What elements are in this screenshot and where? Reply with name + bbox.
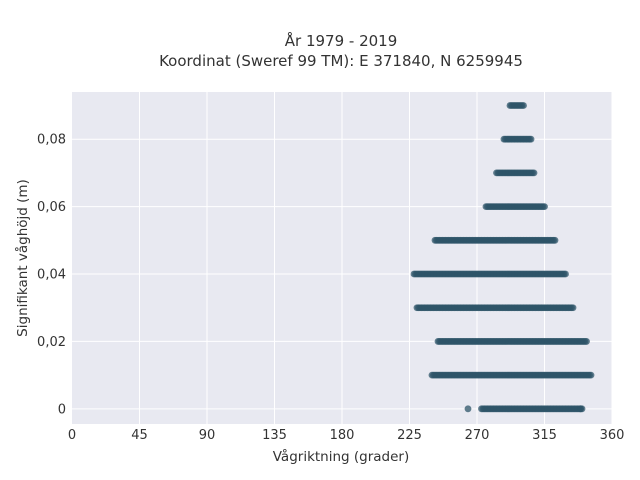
- data-point: [527, 135, 535, 143]
- data-point: [562, 270, 569, 278]
- data-point: [587, 371, 595, 379]
- x-tick-label: 270: [465, 428, 490, 443]
- data-points: [410, 102, 595, 413]
- y-axis-label: Signifikant våghöjd (m): [14, 179, 31, 337]
- x-tick-label: 315: [532, 428, 557, 443]
- data-point: [551, 236, 559, 244]
- y-tick-label: 0,04: [37, 268, 66, 283]
- x-tick-label: 360: [600, 428, 625, 443]
- x-tick-label: 180: [330, 428, 355, 443]
- x-tick-label: 135: [262, 428, 287, 443]
- data-point: [464, 405, 472, 413]
- data-point: [569, 304, 577, 312]
- x-tick-label: 0: [68, 428, 76, 443]
- x-tick-label: 225: [397, 428, 422, 443]
- y-tick-label: 0: [58, 402, 66, 417]
- chart-title-line2: Koordinat (Sweref 99 TM): E 371840, N 62…: [159, 52, 523, 70]
- x-axis-ticks: 0 45 90 135 180 225 270 315 360: [68, 428, 625, 443]
- chart-title-line1: År 1979 - 2019: [285, 31, 398, 50]
- data-point: [520, 102, 527, 109]
- y-axis-ticks: 0 0,02 0,04 0,06 0,08: [37, 133, 66, 418]
- data-point: [541, 203, 548, 210]
- x-axis-label: Vågriktning (grader): [273, 448, 410, 465]
- y-tick-label: 0,02: [37, 335, 66, 350]
- data-point: [530, 169, 538, 177]
- x-tick-label: 45: [131, 428, 148, 443]
- data-point: [577, 405, 584, 413]
- y-tick-label: 0,08: [37, 133, 66, 148]
- x-tick-label: 90: [199, 428, 216, 443]
- data-point: [583, 338, 590, 345]
- y-tick-label: 0,06: [37, 200, 66, 215]
